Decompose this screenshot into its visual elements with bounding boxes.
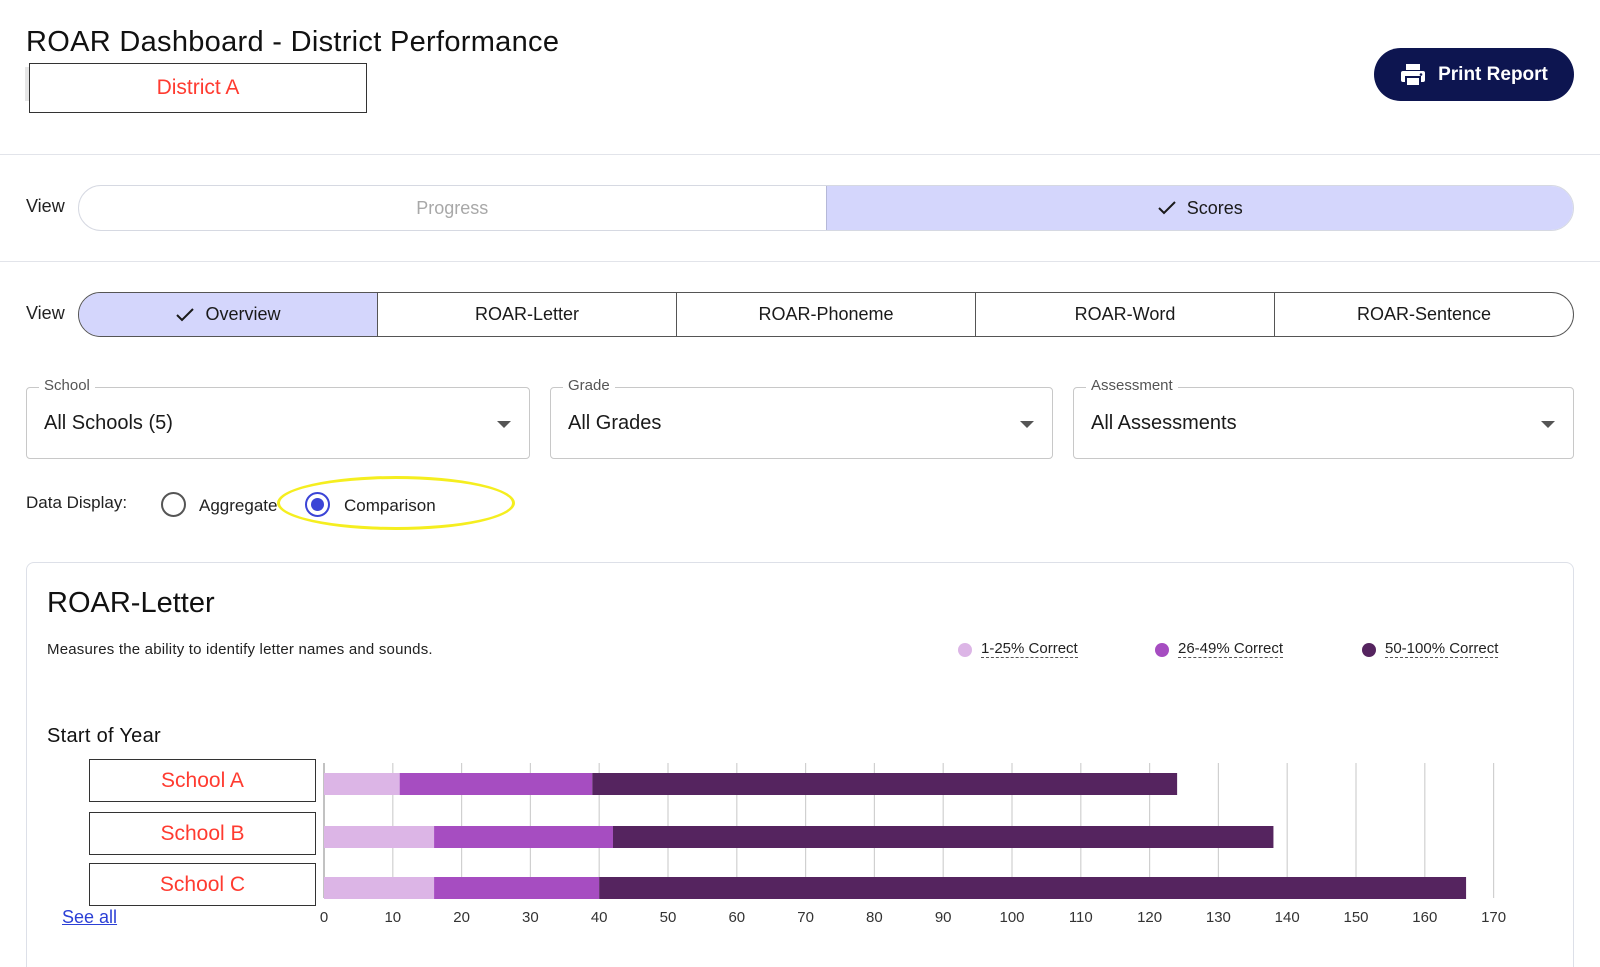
bar-segment-school-b-3[interactable] <box>612 826 1274 848</box>
tab-overview[interactable]: Overview <box>79 293 377 336</box>
legend-dot-icon <box>1362 642 1376 657</box>
stacked-bar-chart: 0 10 20 30 40 50 60 70 80 90 100 110 120 130 140 150 160… <box>320 763 1506 926</box>
legend-item-low[interactable]: 1-25% Correct <box>958 641 1078 658</box>
view-option-scores[interactable]: Scores <box>825 186 1573 230</box>
tab-roar-sentence-label: ROAR-Sentence <box>1356 304 1492 324</box>
tab-roar-letter[interactable]: ROAR-Letter <box>377 293 676 336</box>
section-divider <box>0 261 1600 262</box>
school-select[interactable]: School All Schools (5) <box>26 377 530 459</box>
dropdown-arrow-icon <box>497 421 511 428</box>
check-icon <box>1158 201 1176 215</box>
view-option-progress[interactable]: Progress <box>79 186 826 230</box>
legend-dot-icon <box>958 642 972 657</box>
tab-roar-phoneme[interactable]: ROAR-Phoneme <box>676 293 975 336</box>
see-all-link[interactable]: See all <box>62 907 118 927</box>
x-tick-label: 170 <box>1481 909 1506 926</box>
highlight-annotation <box>277 476 515 530</box>
dropdown-arrow-icon <box>1541 421 1555 428</box>
print-report-button[interactable]: Print Report <box>1374 48 1574 101</box>
school-select-label: School <box>39 377 95 394</box>
card-description: Measures the ability to identify letter … <box>47 641 433 658</box>
section-title: Start of Year <box>47 725 161 747</box>
x-tick-label: 90 <box>935 909 952 926</box>
bar-segment-school-a-1[interactable] <box>324 773 400 795</box>
tab-roar-sentence[interactable]: ROAR-Sentence <box>1274 293 1573 336</box>
bar-segment-school-a-2[interactable] <box>399 773 593 795</box>
grade-select-value: All Grades <box>568 412 662 434</box>
bar-segment-school-b-2[interactable] <box>434 826 613 848</box>
tab-roar-phoneme-label: ROAR-Phoneme <box>758 304 894 324</box>
page-header <box>0 0 1600 155</box>
view-option-scores-label: Scores <box>1186 197 1243 218</box>
tab-roar-word[interactable]: ROAR-Word <box>975 293 1274 336</box>
dropdown-arrow-icon <box>1020 421 1034 428</box>
bar-segment-school-c-1[interactable] <box>324 877 435 899</box>
view-toggle: Progress Scores <box>78 185 1574 231</box>
card-title: ROAR-Letter <box>47 587 215 619</box>
x-tick-label: 80 <box>866 909 883 926</box>
x-tick-label: 70 <box>797 909 814 926</box>
view-option-progress-label: Progress <box>416 197 489 218</box>
bar-segment-school-b-1[interactable] <box>324 826 435 848</box>
bar-segment-school-c-3[interactable] <box>599 877 1467 899</box>
assessment-tabs: Overview ROAR-Letter ROAR-Phoneme ROAR-W… <box>78 292 1574 337</box>
legend-label-high: 50-100% Correct <box>1385 640 1499 658</box>
grade-select[interactable]: Grade All Grades <box>550 377 1053 459</box>
tabs-label: View <box>26 303 65 323</box>
x-tick-label: 160 <box>1412 909 1437 926</box>
x-tick-label: 150 <box>1343 909 1368 926</box>
bar-segment-school-a-3[interactable] <box>592 773 1178 795</box>
legend-item-high[interactable]: 50-100% Correct <box>1362 640 1499 658</box>
bar-segment-school-c-2[interactable] <box>434 877 600 899</box>
view-toggle-label: View <box>26 196 65 216</box>
tab-roar-letter-label: ROAR-Letter <box>474 304 580 324</box>
grade-select-label: Grade <box>563 377 615 394</box>
school-select-value: All Schools (5) <box>44 412 173 434</box>
x-tick-label: 120 <box>1137 909 1162 926</box>
x-tick-label: 100 <box>999 909 1024 926</box>
x-tick-label: 50 <box>660 909 677 926</box>
x-tick-label: 140 <box>1275 909 1300 926</box>
data-display-label: Data Display: <box>26 493 128 512</box>
radio-aggregate[interactable] <box>161 492 186 517</box>
district-shadow <box>25 67 31 101</box>
x-tick-label: 110 <box>1069 909 1093 926</box>
printer-icon <box>1401 63 1426 87</box>
assessment-select-label: Assessment <box>1086 377 1178 394</box>
legend-label-mid: 26-49% Correct <box>1178 640 1284 658</box>
x-tick-label: 30 <box>522 909 539 926</box>
school-label-a: School A <box>89 759 316 802</box>
page-title: ROAR Dashboard - District Performance <box>26 26 560 58</box>
assessment-select-value: All Assessments <box>1091 412 1237 434</box>
tab-overview-label: Overview <box>205 304 281 324</box>
radio-aggregate-label: Aggregate <box>199 496 278 515</box>
x-tick-label: 130 <box>1206 909 1231 926</box>
x-tick-label: 10 <box>384 909 401 926</box>
assessment-select[interactable]: Assessment All Assessments <box>1073 377 1574 459</box>
school-label-b: School B <box>89 812 316 855</box>
x-tick-label: 20 <box>453 909 470 926</box>
x-tick-label: 60 <box>728 909 745 926</box>
check-icon <box>176 307 195 321</box>
legend-label-low: 1-25% Correct <box>981 640 1078 658</box>
x-tick-label: 0 <box>320 909 328 926</box>
legend-dot-icon <box>1155 642 1169 657</box>
x-tick-label: 40 <box>591 909 608 926</box>
print-report-label: Print Report <box>1438 63 1548 85</box>
legend-item-mid[interactable]: 26-49% Correct <box>1155 640 1284 658</box>
school-label-c: School C <box>89 863 316 906</box>
tab-roar-word-label: ROAR-Word <box>1074 304 1176 324</box>
district-name: District A <box>29 63 367 113</box>
